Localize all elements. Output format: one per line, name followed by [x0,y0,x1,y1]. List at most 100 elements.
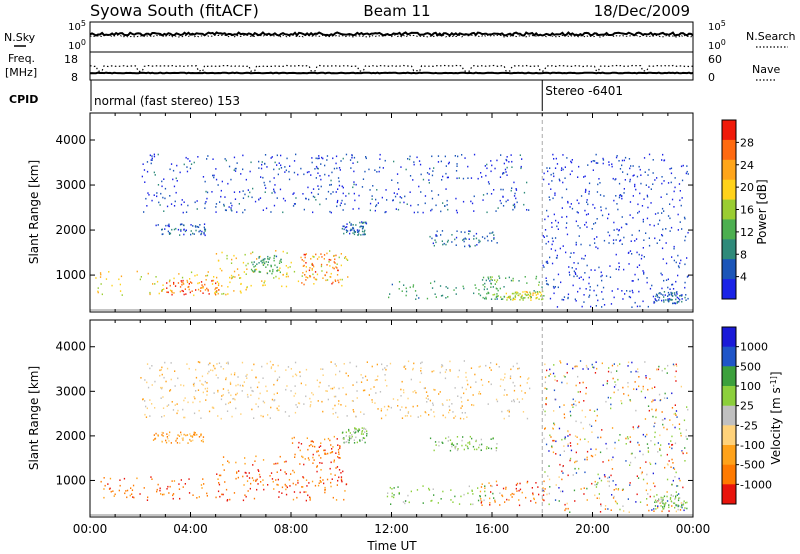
heatmap-cell [126,496,128,499]
heatmap-cell [233,270,236,273]
heatmap-cell [583,258,585,260]
heatmap-cell [217,292,219,295]
heatmap-cell [220,417,222,420]
heatmap-cell [666,397,668,399]
heatmap-cell [97,287,99,289]
heatmap-cell [650,188,652,190]
heatmap-cell [288,178,291,181]
heatmap-cell [313,283,315,285]
heatmap-cell [474,373,476,376]
heatmap-cell [674,506,676,509]
heatmap-cell [278,168,280,170]
heatmap-cell [305,197,307,200]
heatmap-cell [467,447,469,450]
heatmap-cell [438,441,440,443]
heatmap-cell [436,235,438,237]
heatmap-cell [229,498,231,501]
heatmap-cell [166,282,168,284]
heatmap-cell [577,176,579,178]
heatmap-cell [552,197,554,200]
heatmap-cell [544,428,546,430]
heatmap-cell [123,477,126,480]
heatmap-cell [335,365,337,367]
heatmap-cell [340,253,342,255]
heatmap-cell [622,171,624,173]
heatmap-cell [410,490,412,493]
heatmap-cell [554,286,556,288]
heatmap-cell [567,507,569,510]
heatmap-cell [242,168,244,171]
heatmap-cell [470,367,473,369]
heatmap-cell [195,376,198,379]
heatmap-cell [220,195,222,198]
heatmap-cell [322,374,324,376]
heatmap-cell [605,207,607,210]
heatmap-cell [151,155,153,157]
heatmap-cell [647,174,649,176]
heatmap-cell [146,170,149,173]
heatmap-cell [560,169,563,171]
heatmap-cell [567,443,569,446]
heatmap-cell [657,506,659,509]
heatmap-cell [329,184,331,186]
heatmap-cell [398,493,400,495]
heatmap-cell [480,499,482,502]
heatmap-cell [545,277,547,279]
heatmap-cell [322,157,324,160]
heatmap-cell [462,239,464,241]
heatmap-cell [236,268,239,270]
heatmap-cell [607,480,609,483]
heatmap-cell [646,443,649,445]
heatmap-cell [167,485,169,488]
heatmap-cell [504,501,506,503]
heatmap-cell [504,376,506,379]
heatmap-cell [167,437,169,440]
heatmap-cell [535,294,537,296]
heatmap-cell [336,438,338,440]
heatmap-cell [393,494,395,496]
heatmap-cell [442,243,444,246]
heatmap-cell [270,406,272,409]
heatmap-cell [410,415,412,417]
heatmap-cell [156,195,158,198]
heatmap-cell [330,473,332,475]
heatmap-cell [562,465,564,467]
heatmap-cell [324,164,326,167]
heatmap-cell [553,389,556,392]
heatmap-cell [244,209,246,211]
heatmap-cell [342,209,344,211]
heatmap-cell [554,379,556,381]
heatmap-cell [351,435,353,438]
heatmap-cell [533,497,535,500]
heatmap-cell [181,276,184,279]
heatmap-cell [240,173,242,175]
heatmap-cell [596,414,598,417]
heatmap-cell [676,494,678,496]
heatmap-cell [381,363,383,366]
heatmap-cell [484,487,486,489]
heatmap-cell [561,478,563,481]
heatmap-cell [273,168,275,171]
heatmap-cell [168,232,171,234]
heatmap-cell [389,293,391,295]
heatmap-cell [551,445,553,448]
heatmap-cell [641,471,643,474]
heatmap-cell [285,485,287,487]
heatmap-cell [444,377,447,380]
heatmap-cell [432,404,434,406]
heatmap-cell [681,300,683,303]
heatmap-cell [676,485,678,487]
heatmap-cell [362,178,365,180]
heatmap-cell [399,201,401,204]
heatmap-cell [591,228,593,230]
heatmap-cell [333,435,335,438]
heatmap-cell [370,388,372,390]
heatmap-cell [129,494,131,497]
heatmap-cell [554,398,557,401]
heatmap-cell [543,266,545,268]
heatmap-cell [180,228,182,231]
heatmap-cell [637,368,639,370]
heatmap-cell [312,211,314,214]
heatmap-cell [246,286,248,289]
heatmap-cell [648,509,650,512]
